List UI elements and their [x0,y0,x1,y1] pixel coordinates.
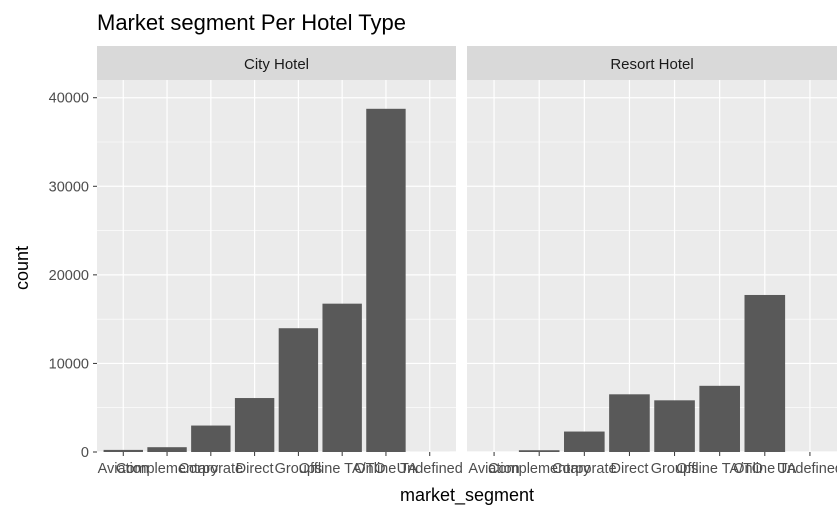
facet-panel: City Hotel AviationComplementaryCorporate… [97,46,463,477]
bar [564,431,605,452]
x-tick-label: Offline TA/TO [676,461,763,477]
y-tick-label: 20000 [49,268,89,284]
bar [699,385,740,452]
x-tick-label: Offline TA/TO [299,461,386,477]
bar [366,108,406,452]
x-tick-label: Corporate [179,461,243,477]
bar [744,294,786,452]
bar [234,398,275,452]
x-tick-label: Undefined [777,461,837,477]
x-tick-label: Groups [651,461,699,477]
y-tick-label: 0 [81,445,89,461]
y-axis: 0 10000 20000 30000 40000 [49,91,97,461]
bar [322,303,362,452]
y-tick-label: 10000 [49,356,89,372]
x-tick-label: Online TA [733,461,796,477]
x-tick-label: Groups [275,461,323,477]
bar [654,400,695,452]
bar [278,328,319,452]
x-tick-label: Online TA [354,461,417,477]
x-axis-title: market_segment [400,485,534,506]
facet-strip [467,46,837,80]
y-tick-label: 30000 [49,179,89,195]
facet-strip-label: Resort Hotel [610,56,693,73]
bar [609,394,650,452]
facet-panels: City HotelAviationComplementaryCorporate… [97,46,837,477]
x-tick-label: Undefined [397,461,463,477]
y-axis-title: count [12,246,32,290]
x-tick-label: Corporate [552,461,616,477]
facet-panel: Resort Hotel AviationComplementaryCorpora… [467,46,837,477]
bar [518,450,560,452]
facet-strip-label: City Hotel [244,56,309,73]
x-tick-label: Complementary [116,461,219,477]
x-tick-label: Complementary [488,461,591,477]
x-tick-label: Aviation [98,461,149,477]
y-tick-label: 40000 [49,91,89,107]
bar [191,425,231,452]
x-tick-label: Aviation [468,461,519,477]
chart-title: Market segment Per Hotel Type [97,10,406,35]
facet-strip [97,46,456,80]
x-tick-label: Direct [236,461,274,477]
bar [147,447,187,452]
bar [103,449,143,452]
x-tick-label: Direct [611,461,649,477]
